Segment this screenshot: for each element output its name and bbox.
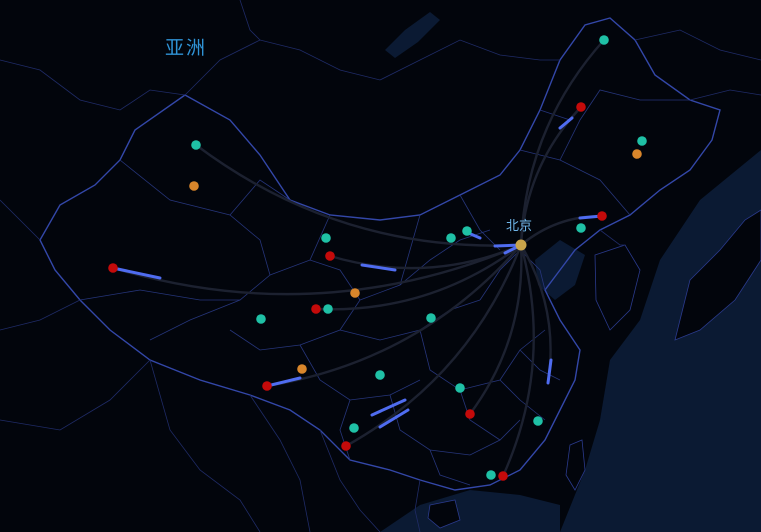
city-marker-teal — [191, 140, 201, 150]
route-trail — [360, 263, 397, 272]
routes-layer — [111, 39, 605, 477]
city-marker-teal — [426, 313, 436, 323]
lake-baikal — [385, 12, 440, 58]
city-marker-teal — [256, 314, 266, 324]
route-line — [501, 244, 535, 477]
city-marker-teal — [486, 470, 496, 480]
route-trail — [546, 358, 553, 385]
city-marker-teal — [462, 226, 472, 236]
route-line — [520, 214, 603, 246]
city-marker-red — [325, 251, 335, 261]
route-line — [519, 39, 605, 246]
city-marker-teal — [576, 223, 586, 233]
sea-south — [380, 490, 560, 532]
route-line — [195, 144, 522, 247]
route-trail — [265, 376, 302, 388]
city-marker-red — [262, 381, 272, 391]
route-trail — [370, 398, 407, 417]
city-marker-teal — [533, 416, 543, 426]
city-marker-orange — [350, 288, 360, 298]
route-trail — [378, 408, 410, 429]
city-marker-red — [341, 441, 351, 451]
route-line — [315, 244, 522, 311]
route-line — [345, 244, 523, 448]
hub-city-marker — [515, 239, 527, 251]
city-marker-orange — [632, 149, 642, 159]
city-marker-teal — [375, 370, 385, 380]
hainan-island — [427, 499, 461, 529]
city-marker-red — [498, 471, 508, 481]
korea-peninsula — [594, 244, 641, 331]
japan-islands — [674, 209, 761, 341]
city-marker-orange — [189, 181, 199, 191]
city-marker-teal — [321, 233, 331, 243]
route-line — [266, 244, 522, 388]
region-title: 亚洲 — [165, 37, 208, 59]
province-borders — [79, 89, 690, 486]
city-marker-red — [108, 263, 118, 273]
route-line — [469, 244, 523, 415]
route-trail — [111, 266, 162, 280]
city-marker-red — [311, 304, 321, 314]
city-marker-red — [597, 211, 607, 221]
city-marker-teal — [455, 383, 465, 393]
markers-layer — [108, 35, 647, 481]
city-marker-teal — [599, 35, 609, 45]
city-marker-teal — [349, 423, 359, 433]
city-marker-teal — [323, 304, 333, 314]
taiwan-island — [565, 439, 586, 491]
city-marker-teal — [637, 136, 647, 146]
city-marker-red — [465, 409, 475, 419]
city-marker-red — [576, 102, 586, 112]
sea-east — [560, 150, 761, 532]
city-marker-teal — [446, 233, 456, 243]
city-marker-orange — [297, 364, 307, 374]
route-line — [329, 243, 522, 270]
route-trail — [558, 116, 574, 130]
route-line — [112, 243, 522, 296]
hub-city-label: 北京 — [506, 219, 533, 234]
